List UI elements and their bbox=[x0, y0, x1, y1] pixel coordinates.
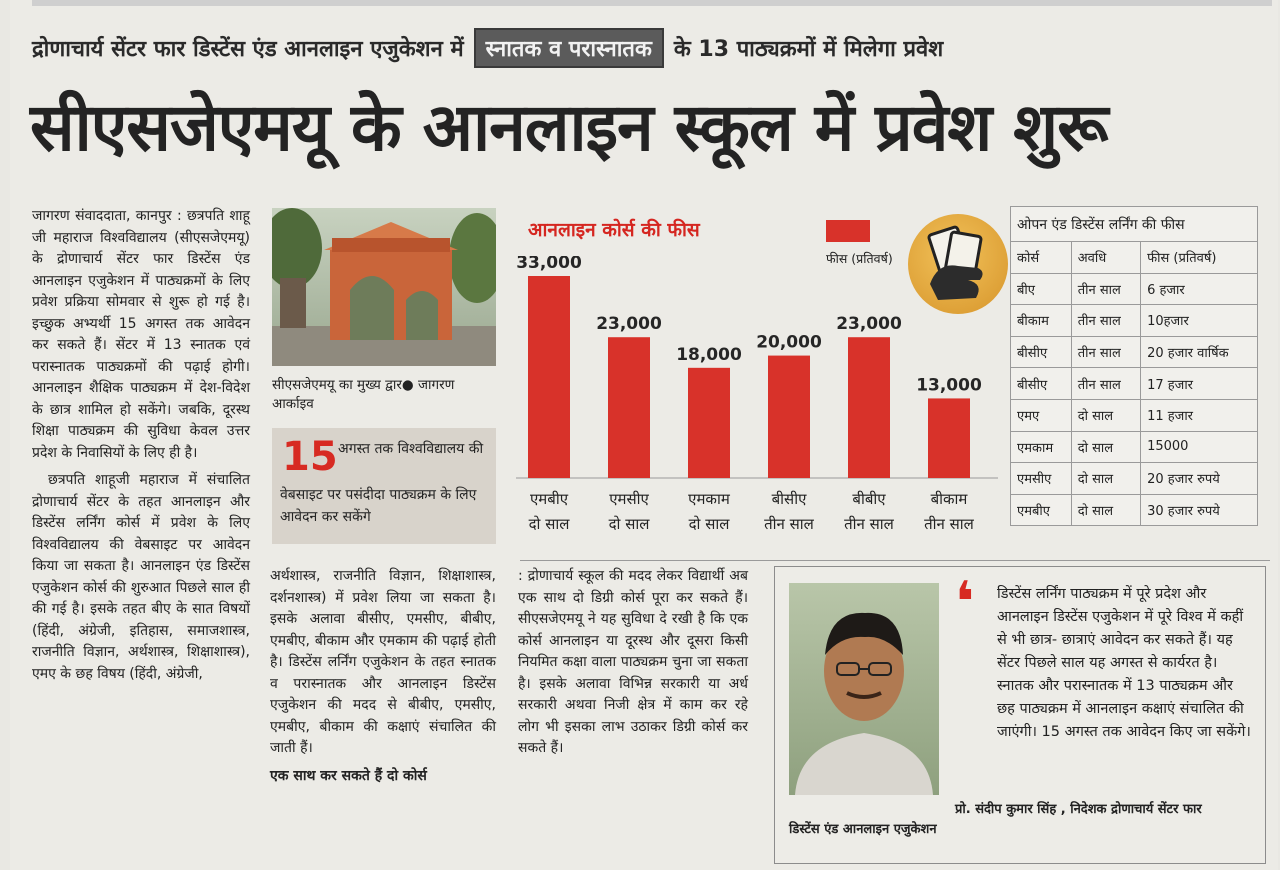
fee-table-cell: दो साल bbox=[1070, 398, 1142, 432]
fee-table-cell: 17 हजार bbox=[1140, 367, 1258, 400]
money-hand-icon bbox=[908, 214, 1008, 314]
bar-value-label: 23,000 bbox=[836, 314, 902, 334]
fee-table-header: अवधि bbox=[1070, 241, 1142, 274]
photo-caption: सीएसजेएमयू का मुख्य द्वार● जागरण आर्काइव bbox=[272, 376, 496, 414]
kicker-line: द्रोणाचार्य सेंटर फार डिस्टेंस एंड आनलाइ… bbox=[32, 24, 943, 72]
category-label: बीबीए bbox=[852, 490, 886, 508]
category-label: एमबीए bbox=[530, 490, 569, 508]
fact-box: 15 अगस्त तक विश्वविद्यालय की वेबसाइट पर … bbox=[272, 428, 496, 544]
kicker-before: द्रोणाचार्य सेंटर फार डिस्टेंस एंड आनलाइ… bbox=[32, 37, 464, 62]
fee-table-cell: 10हजार bbox=[1140, 304, 1258, 337]
kicker-highlight: स्नातक व परास्नातक bbox=[473, 28, 664, 68]
fee-table-cell: 20 हजार रुपये bbox=[1140, 462, 1258, 495]
category-label: एमसीए bbox=[609, 490, 649, 508]
fee-table-cell: 30 हजार रुपये bbox=[1140, 493, 1258, 527]
article-column-1: जागरण संवाददाता, कानपुर : छत्रपति शाहू ज… bbox=[32, 206, 250, 685]
col3-paragraph: : द्रोणाचार्य स्कूल की मदद लेकर विद्यार्… bbox=[518, 568, 748, 756]
director-portrait bbox=[789, 583, 939, 795]
fee-table-row: बीकाम तीन साल 10हजार bbox=[1010, 304, 1258, 337]
fee-table-cell: एमबीए bbox=[1010, 493, 1072, 527]
bar bbox=[848, 337, 890, 478]
university-gate-photo bbox=[272, 208, 496, 366]
fee-table-cell: बीसीए bbox=[1010, 367, 1072, 400]
bar bbox=[768, 355, 810, 478]
fee-table: ओपन एंड डिस्टेंस लर्निंग की फीस कोर्स अव… bbox=[1010, 206, 1258, 527]
fee-table-row: एमबीए दो साल 30 हजार रुपये bbox=[1010, 493, 1258, 527]
fee-table-cell: दो साल bbox=[1070, 493, 1142, 527]
fee-table-title: ओपन एंड डिस्टेंस लर्निंग की फीस bbox=[1010, 206, 1258, 242]
bar bbox=[608, 337, 650, 478]
quote-author-line2: डिस्टेंस एंड आनलाइन एजुकेशन bbox=[789, 822, 937, 837]
fee-table-cell: 6 हजार bbox=[1140, 272, 1258, 306]
bar-value-label: 18,000 bbox=[676, 345, 742, 365]
category-label: बीसीए bbox=[772, 490, 807, 508]
section-divider bbox=[520, 560, 1270, 561]
bar-value-label: 13,000 bbox=[916, 375, 982, 395]
fee-table-header: कोर्स bbox=[1010, 241, 1072, 274]
fee-bar-chart: 33,000 एमबीए दो साल 23,000 एमसीए दो साल 18,000… bbox=[516, 256, 998, 533]
chart-title: आनलाइन कोर्स की फीस bbox=[528, 219, 700, 241]
quote-text: डिस्टेंस लर्निंग पाठ्यक्रम में पूरे प्रद… bbox=[997, 586, 1251, 740]
photo-caption-text: सीएसजेएमयू का मुख्य द्वार bbox=[272, 377, 402, 393]
quote-mark-icon: ❛ bbox=[955, 570, 975, 635]
fee-table-cell: बीसीए bbox=[1010, 335, 1072, 369]
fact-line-1: अगस्त तक विश्वविद्यालय की bbox=[338, 441, 484, 457]
fee-table-cell: 11 हजार bbox=[1140, 398, 1258, 432]
fee-table-cell: एमए bbox=[1010, 398, 1072, 432]
fee-table-header: फीस (प्रतिवर्ष) bbox=[1140, 241, 1258, 274]
col2-subhead: एक साथ कर सकते हैं दो कोर्स bbox=[270, 767, 427, 784]
bar-value-label: 20,000 bbox=[756, 333, 822, 353]
fee-table-cell: बीकाम bbox=[1010, 304, 1072, 337]
fee-table-row: एमसीए दो साल 20 हजार रुपये bbox=[1010, 462, 1258, 495]
credit-bullet: ● bbox=[401, 377, 418, 393]
bar-value-label: 23,000 bbox=[596, 314, 662, 334]
bar bbox=[688, 367, 730, 478]
fee-table-cell: तीन साल bbox=[1070, 272, 1142, 306]
fee-table-row: बीसीए तीन साल 20 हजार वार्षिक bbox=[1010, 335, 1258, 369]
category-label: बीकाम bbox=[931, 490, 969, 508]
category-label: दो साल bbox=[609, 515, 651, 533]
fee-table-cell: एमसीए bbox=[1010, 462, 1072, 495]
category-label: तीन साल bbox=[764, 515, 815, 533]
col2-paragraph: अर्थशास्त्र, राजनीति विज्ञान, शिक्षाशास्… bbox=[270, 568, 496, 756]
fee-table-cell: दो साल bbox=[1070, 430, 1142, 464]
fee-table-row: बीए तीन साल 6 हजार bbox=[1010, 272, 1258, 306]
fee-table-cell: तीन साल bbox=[1070, 367, 1142, 400]
fee-table-row: बीसीए तीन साल 17 हजार bbox=[1010, 367, 1258, 400]
bar bbox=[528, 276, 570, 478]
fact-line-2: वेबसाइट पर पसंदीदा पाठ्यक्रम के लिए आवेद… bbox=[280, 487, 477, 525]
bar bbox=[928, 398, 970, 478]
fee-table-cell: एमकाम bbox=[1010, 430, 1072, 464]
category-label: एमकाम bbox=[688, 490, 731, 508]
article-column-2: अर्थशास्त्र, राजनीति विज्ञान, शिक्षाशास्… bbox=[270, 566, 496, 787]
col1-paragraph-2: छत्रपति शाहूजी महाराज में संचालित द्रोणा… bbox=[32, 472, 250, 682]
fee-table-cell: तीन साल bbox=[1070, 335, 1142, 369]
fee-table-row: एमकाम दो साल 15000 bbox=[1010, 430, 1258, 464]
fee-table-cell: दो साल bbox=[1070, 462, 1142, 495]
top-rule bbox=[32, 0, 1272, 6]
fee-table-cell: तीन साल bbox=[1070, 304, 1142, 337]
fee-table-row: एमए दो साल 11 हजार bbox=[1010, 398, 1258, 432]
kicker-after: के 13 पाठ्यक्रमों में मिलेगा प्रवेश bbox=[673, 37, 944, 62]
category-label: तीन साल bbox=[844, 515, 895, 533]
fact-number: 15 bbox=[282, 434, 338, 480]
category-label: दो साल bbox=[689, 515, 731, 533]
photo-credit: जागरण आर्काइव bbox=[272, 377, 455, 412]
fee-table-cell: 15000 bbox=[1140, 430, 1258, 464]
legend-label: फीस (प्रतिवर्ष) bbox=[826, 251, 893, 266]
fee-table-cell: 20 हजार वार्षिक bbox=[1140, 335, 1258, 369]
quote-box: ❛ डिस्टेंस लर्निंग पाठ्यक्रम में पूरे प्… bbox=[774, 566, 1266, 864]
quote-author: प्रो. संदीप कुमार सिंह , निदेशक द्रोणाचा… bbox=[955, 802, 1202, 817]
col1-paragraph-1: जागरण संवाददाता, कानपुर : छत्रपति शाहू ज… bbox=[32, 208, 250, 461]
category-label: तीन साल bbox=[924, 515, 975, 533]
legend-swatch bbox=[826, 220, 870, 242]
article-column-3: : द्रोणाचार्य स्कूल की मदद लेकर विद्यार्… bbox=[518, 566, 748, 760]
category-label: दो साल bbox=[529, 515, 571, 533]
bar-value-label: 33,000 bbox=[516, 256, 582, 273]
headline: सीएसजेएमयू के आनलाइन स्कूल में प्रवेश शु… bbox=[30, 89, 1108, 166]
fee-table-cell: बीए bbox=[1010, 272, 1072, 306]
